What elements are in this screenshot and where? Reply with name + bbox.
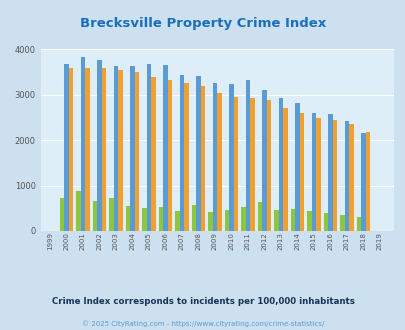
Bar [208,212,212,231]
Bar [158,208,163,231]
Bar [257,202,262,231]
Bar [327,115,332,231]
Bar [93,201,97,231]
Bar [191,205,196,231]
Bar [85,68,90,231]
Bar [365,132,369,231]
Bar [311,114,315,231]
Bar [200,86,205,231]
Bar [229,84,233,231]
Bar [151,77,155,231]
Bar [81,57,85,231]
Bar [179,75,184,231]
Bar [142,208,146,231]
Bar [212,83,217,231]
Bar [290,209,294,231]
Bar [262,90,266,231]
Bar [283,108,287,231]
Bar [307,211,311,231]
Text: © 2025 CityRating.com - https://www.cityrating.com/crime-statistics/: © 2025 CityRating.com - https://www.city… [82,320,323,327]
Bar [315,118,320,231]
Bar [299,113,303,231]
Bar [109,198,113,231]
Bar [344,121,348,231]
Bar [249,98,254,231]
Bar [184,83,188,231]
Text: Brecksville Property Crime Index: Brecksville Property Crime Index [80,16,325,30]
Bar [241,207,245,231]
Bar [323,213,327,231]
Bar [102,68,106,231]
Bar [196,76,200,231]
Bar [224,210,229,231]
Bar [134,72,139,231]
Bar [118,70,122,231]
Bar [60,198,64,231]
Bar [356,217,360,231]
Bar [266,100,271,231]
Bar [278,98,283,231]
Bar [274,210,278,231]
Bar [245,80,249,231]
Bar [339,214,344,231]
Bar [360,133,365,231]
Bar [146,64,151,231]
Bar [167,80,172,231]
Bar [294,103,299,231]
Bar [126,206,130,231]
Bar [175,211,179,231]
Bar [76,191,81,231]
Bar [130,66,134,231]
Bar [233,97,238,231]
Bar [113,66,118,231]
Bar [97,60,102,231]
Text: Crime Index corresponds to incidents per 100,000 inhabitants: Crime Index corresponds to incidents per… [51,297,354,307]
Bar [332,120,336,231]
Bar [348,124,353,231]
Bar [163,65,167,231]
Bar [217,93,221,231]
Bar [64,64,68,231]
Bar [68,68,73,231]
